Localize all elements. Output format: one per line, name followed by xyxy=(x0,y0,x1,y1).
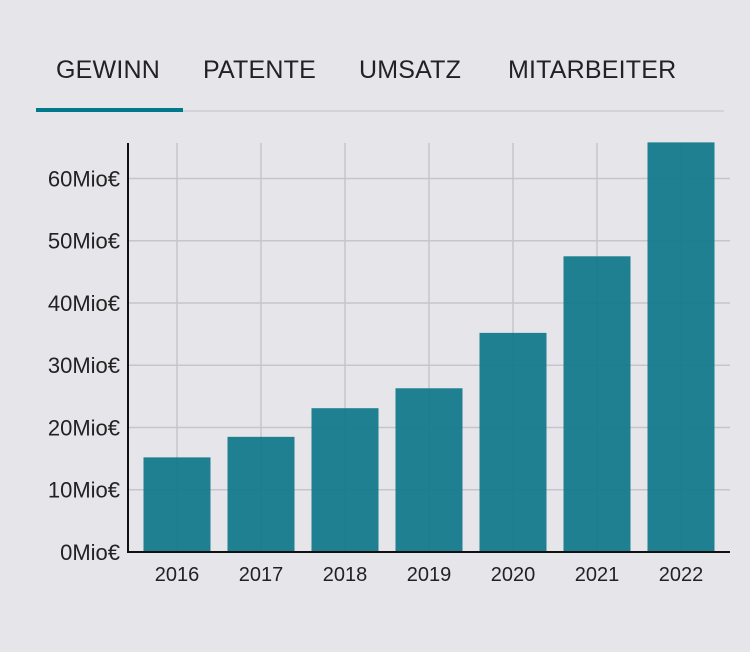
x-tick-label: 2019 xyxy=(407,564,452,586)
tab-umsatz[interactable]: UMSATZ xyxy=(359,56,462,84)
bar-2018 xyxy=(311,408,379,552)
x-tick-label: 2016 xyxy=(155,564,200,586)
y-tick-label: 20Mio€ xyxy=(48,415,120,440)
y-tick-label: 0Mio€ xyxy=(60,540,120,565)
bar-2022 xyxy=(647,142,715,552)
x-tick-label: 2021 xyxy=(575,564,620,586)
x-tick-label: 2020 xyxy=(491,564,536,586)
active-tab-indicator xyxy=(36,108,183,112)
y-tick-label: 60Mio€ xyxy=(48,166,120,191)
bar-2021 xyxy=(563,256,631,552)
bar-2016 xyxy=(143,457,211,552)
y-tick-label: 10Mio€ xyxy=(48,478,120,503)
bar-2020 xyxy=(479,332,547,552)
tab-gewinn[interactable]: GEWINN xyxy=(56,56,160,84)
tab-patente[interactable]: PATENTE xyxy=(203,56,316,84)
y-tick-label: 40Mio€ xyxy=(48,291,120,316)
bar-2019 xyxy=(395,388,463,552)
tab-mitarbeiter[interactable]: MITARBEITER xyxy=(508,56,677,84)
y-tick-label: 30Mio€ xyxy=(48,353,120,378)
x-tick-label: 2017 xyxy=(239,564,284,586)
y-tick-label: 50Mio€ xyxy=(48,229,120,254)
bar-2017 xyxy=(227,436,295,552)
x-tick-label: 2022 xyxy=(659,564,704,586)
tab-bar: GEWINN PATENTE UMSATZ MITARBEITER xyxy=(36,50,724,112)
x-tick-label: 2018 xyxy=(323,564,368,586)
